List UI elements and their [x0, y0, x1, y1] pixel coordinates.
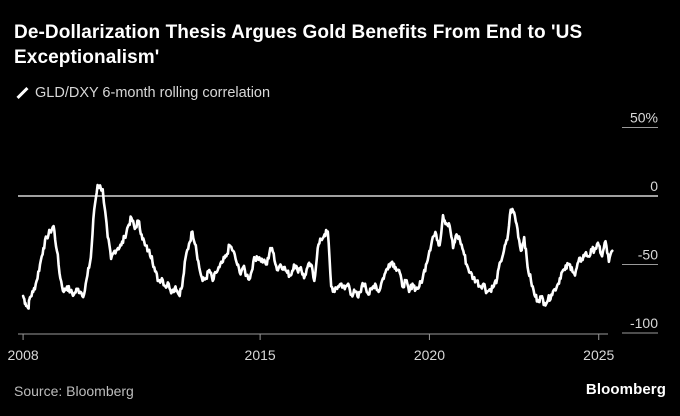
y-tick-label: 0 [650, 178, 658, 194]
legend: GLD/DXY 6-month rolling correlation [14, 84, 270, 102]
x-tick-label: 2025 [583, 347, 614, 363]
y-axis: 50% 0 -50 -100 [622, 110, 658, 334]
y-tick-label: 50% [630, 110, 658, 126]
y-tick-label: -100 [630, 315, 658, 331]
y-tick-label: -50 [638, 247, 658, 263]
chart-title: De-Dollarization Thesis Argues Gold Bene… [14, 22, 583, 68]
bloomberg-logo: Bloomberg [585, 381, 666, 398]
series-line-gld-dxy [21, 183, 614, 310]
source-note: Source: Bloomberg [14, 383, 134, 399]
x-tick-label: 2020 [414, 347, 445, 363]
x-axis: 2008 2015 2020 2025 [8, 334, 615, 363]
legend-label: GLD/DXY 6-month rolling correlation [35, 85, 271, 101]
x-tick-label: 2008 [8, 347, 39, 363]
x-tick-label: 2015 [245, 347, 276, 363]
